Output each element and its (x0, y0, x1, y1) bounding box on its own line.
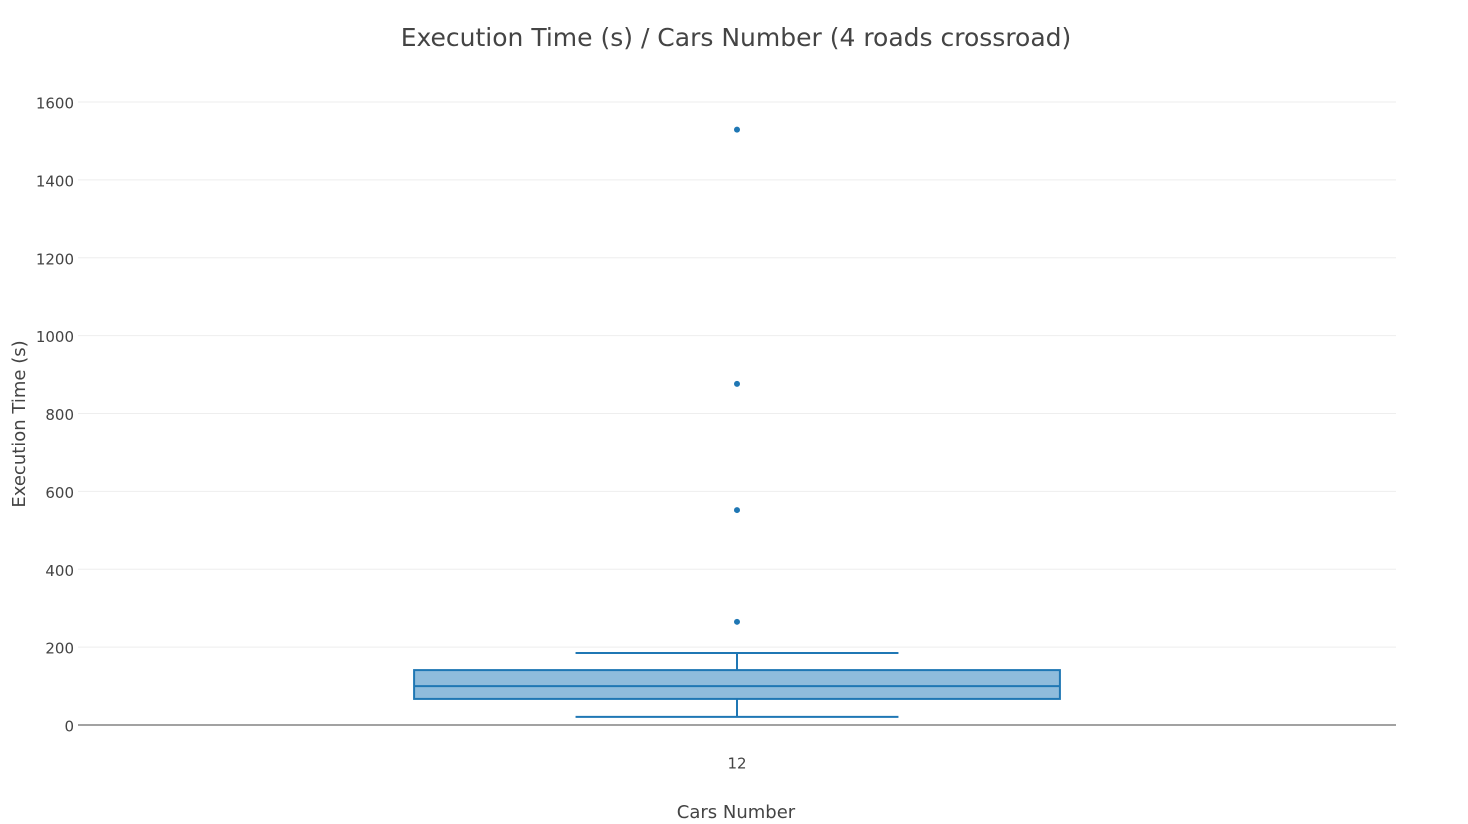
y-tick-label: 0 (64, 718, 74, 736)
outlier (734, 380, 740, 387)
y-tick-label: 800 (45, 406, 74, 424)
y-tick-label: 1600 (36, 95, 74, 113)
y-tick-label: 1200 (36, 250, 74, 268)
x-axis-label: Cars Number (677, 802, 796, 823)
y-tick-label: 600 (45, 484, 74, 502)
y-tick-label: 200 (45, 640, 74, 658)
y-axis-label: Execution Time (s) (9, 340, 30, 507)
outlier (734, 126, 740, 133)
box (413, 669, 1061, 700)
x-tick-label: 12 (727, 755, 746, 773)
y-tick-label: 1000 (36, 328, 74, 346)
outlier (734, 507, 740, 514)
chart-title: Execution Time (s) / Cars Number (4 road… (401, 23, 1072, 52)
y-tick-label: 1400 (36, 172, 74, 190)
y-tick-label: 400 (45, 562, 74, 580)
outlier (734, 618, 740, 625)
